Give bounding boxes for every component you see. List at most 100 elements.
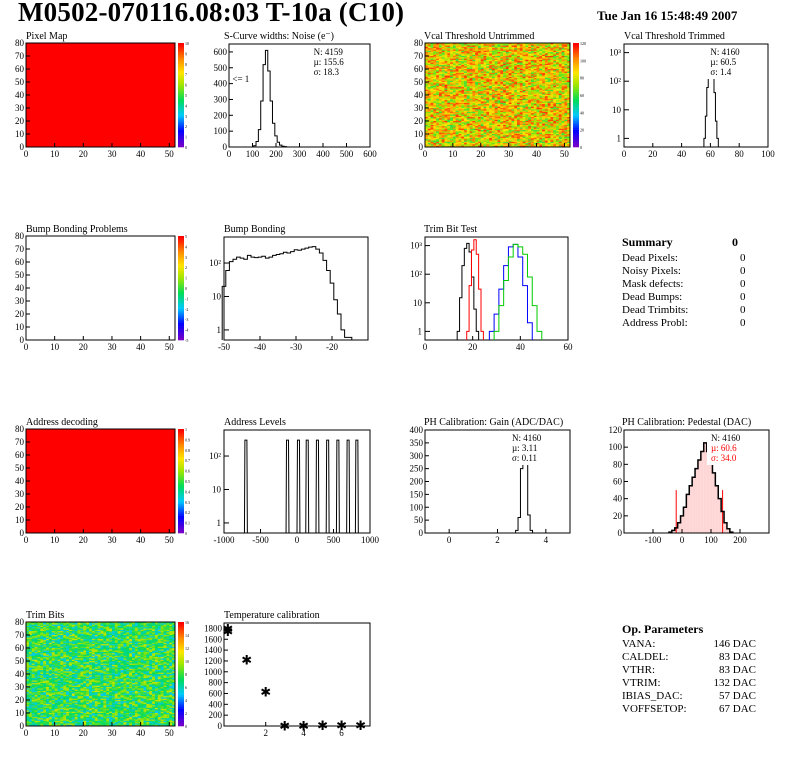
heatmap-cell	[530, 85, 535, 88]
heatmap-cell	[444, 122, 448, 124]
heatmap-cell	[430, 87, 434, 89]
heatmap-cell	[455, 91, 459, 93]
heatmap-cell	[550, 118, 554, 120]
heatmap-cell	[455, 102, 459, 105]
heatmap-cell	[441, 56, 445, 58]
heatmap-cell	[514, 105, 518, 107]
heatmap-cell	[564, 121, 568, 123]
heatmap-cell	[505, 136, 509, 139]
heatmap-cell	[561, 72, 565, 75]
y-tick-label: 80	[15, 38, 25, 48]
heatmap-cell	[466, 134, 470, 136]
heatmap-cell	[547, 143, 551, 145]
heatmap-cell	[517, 135, 521, 137]
heatmap-cell	[517, 134, 521, 136]
heatmap-cell	[511, 123, 515, 126]
heatmap-cell	[517, 95, 521, 97]
heatmap-cell	[528, 61, 532, 63]
heatmap-cell	[539, 44, 543, 46]
heatmap-cell	[466, 121, 470, 123]
heatmap-cell	[427, 78, 431, 80]
heatmap-cell	[28, 661, 33, 663]
heatmap-cell	[522, 139, 526, 141]
heatmap-cell	[522, 131, 526, 133]
heatmap-cell	[489, 136, 493, 139]
heatmap-cell	[469, 109, 473, 111]
heatmap-cell	[447, 102, 451, 105]
heatmap-cell	[441, 124, 445, 127]
heatmap-cell	[553, 82, 557, 84]
heatmap-cell	[494, 58, 498, 61]
heatmap-cell	[486, 109, 490, 111]
heatmap-cell	[472, 100, 476, 102]
heatmap-cell	[452, 127, 456, 130]
heatmap-cell	[427, 124, 431, 127]
heatmap-cell	[503, 76, 507, 79]
heatmap-cell	[477, 66, 482, 68]
heatmap-cell	[458, 45, 462, 48]
heatmap-cell	[561, 137, 565, 140]
heatmap-cell	[553, 92, 557, 94]
heatmap-cell	[497, 54, 501, 57]
heatmap-cell	[494, 108, 498, 110]
heatmap-cell	[500, 79, 504, 81]
heatmap-cell	[500, 78, 504, 80]
heatmap-cell	[511, 108, 515, 110]
heatmap-cell	[455, 132, 459, 135]
heatmap-cell	[466, 87, 470, 89]
heatmap-cell	[26, 664, 30, 667]
heatmap-cell	[500, 114, 504, 117]
heatmap-cell	[28, 629, 33, 632]
heatmap-cell	[452, 83, 456, 85]
colorbar-segment	[178, 320, 184, 323]
heatmap-cell	[472, 62, 476, 65]
heatmap-cell	[494, 139, 498, 141]
heatmap-cell	[514, 111, 518, 114]
heatmap-cell	[517, 52, 521, 54]
heatmap-cell	[547, 111, 551, 114]
heatmap-cell	[469, 76, 473, 79]
heatmap-cell	[455, 93, 459, 96]
heatmap-cell	[452, 108, 456, 110]
heatmap-cell	[533, 114, 537, 117]
heatmap-cell	[31, 641, 35, 644]
heatmap-cell	[528, 123, 532, 126]
heatmap-cell	[558, 61, 562, 63]
heatmap-cell	[461, 118, 465, 120]
heatmap-cell	[553, 130, 557, 132]
colorbar-segment	[178, 98, 184, 101]
colorbar-segment	[178, 507, 184, 510]
colorbar-segment	[573, 138, 579, 141]
heatmap-cell	[544, 100, 548, 102]
heatmap-cell	[430, 72, 434, 75]
x-tick-label: -40	[254, 342, 266, 352]
heatmap-cell	[452, 74, 456, 76]
heatmap-cell	[489, 62, 493, 65]
heatmap-cell	[542, 97, 546, 100]
heatmap-cell	[528, 117, 532, 119]
heatmap-cell	[505, 113, 509, 115]
heatmap-cell	[533, 113, 537, 115]
heatmap-cell	[450, 128, 454, 131]
heatmap-cell	[539, 93, 543, 96]
heatmap-cell	[444, 52, 448, 54]
heatmap-cell	[556, 61, 560, 63]
heatmap-cell	[433, 119, 437, 122]
heatmap-cell	[553, 123, 557, 126]
x-tick-label: 0	[227, 149, 232, 159]
heatmap-cell	[475, 105, 479, 107]
heatmap-cell	[458, 66, 462, 68]
heatmap-cell	[561, 102, 565, 105]
heatmap-cell	[564, 128, 568, 131]
heatmap-cell	[505, 141, 509, 144]
heatmap-cell	[461, 61, 465, 63]
heatmap-cell	[525, 130, 529, 132]
heatmap-cell	[528, 139, 532, 141]
heatmap-cell	[447, 139, 451, 141]
heatmap-cell	[455, 49, 459, 52]
heatmap-cell	[31, 659, 35, 662]
heatmap-cell	[519, 98, 523, 101]
heatmap-cell	[433, 79, 437, 81]
heatmap-cell	[533, 104, 537, 106]
heatmap-cell	[556, 121, 560, 123]
